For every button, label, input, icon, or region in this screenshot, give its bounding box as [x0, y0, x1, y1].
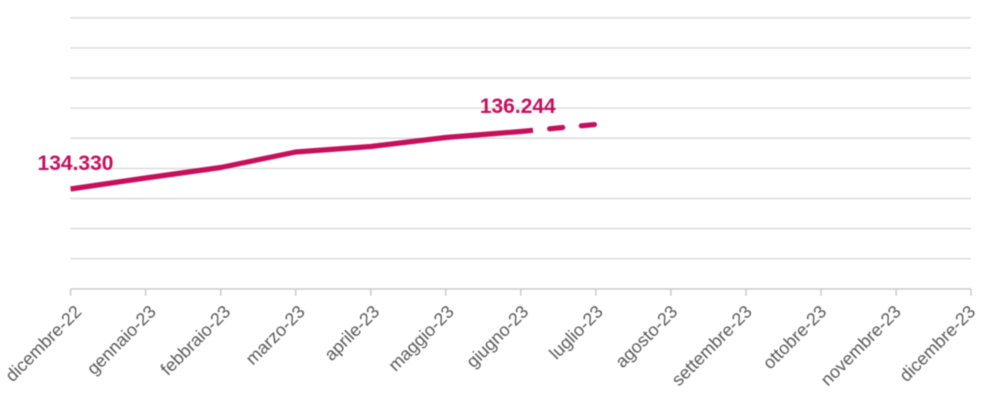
svg-text:marzo-23: marzo-23 [242, 301, 309, 368]
svg-text:136.244: 136.244 [480, 95, 556, 118]
svg-text:ottobre-23: ottobre-23 [759, 301, 831, 373]
svg-text:134.330: 134.330 [38, 152, 114, 175]
svg-text:agosto-23: agosto-23 [611, 301, 681, 371]
svg-text:febbraio-23: febbraio-23 [157, 301, 235, 379]
svg-text:giugno-23: giugno-23 [462, 301, 532, 371]
svg-text:dicembre-22: dicembre-22 [1, 301, 85, 385]
svg-text:gennaio-23: gennaio-23 [83, 301, 160, 378]
svg-text:aprile-23: aprile-23 [320, 301, 383, 364]
svg-text:luglio-23: luglio-23 [545, 301, 607, 363]
svg-text:dicembre-23: dicembre-23 [895, 301, 979, 385]
svg-text:maggio-23: maggio-23 [384, 301, 458, 375]
svg-text:settembre-23: settembre-23 [668, 301, 756, 389]
svg-text:novembre-23: novembre-23 [817, 301, 905, 389]
